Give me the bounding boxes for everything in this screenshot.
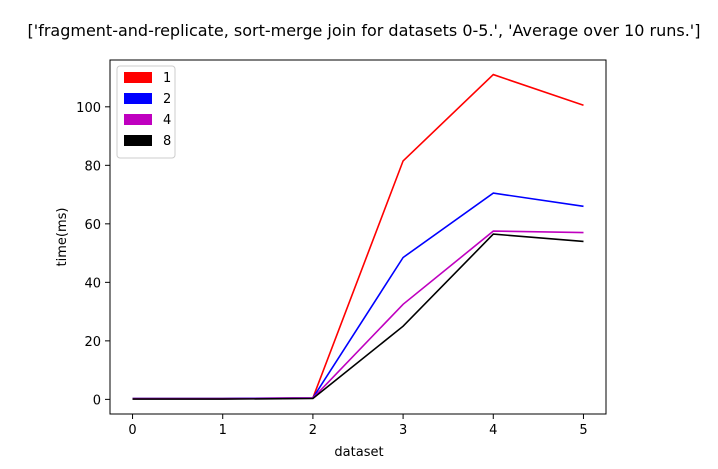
y-tick-label: 20 xyxy=(84,335,101,350)
y-tick-label: 0 xyxy=(93,393,101,408)
y-tick-label: 80 xyxy=(84,159,101,174)
plot-frame xyxy=(109,59,607,415)
legend-swatch-8 xyxy=(124,135,152,146)
chart-title: ['fragment-and-replicate, sort-merge joi… xyxy=(28,21,701,40)
x-tick-label: 5 xyxy=(579,423,587,438)
legend-swatch-2 xyxy=(124,93,152,104)
x-tick-label: 4 xyxy=(489,423,497,438)
y-tick-label: 60 xyxy=(84,218,101,233)
y-axis-ticks: 0 20 40 60 80 100 xyxy=(76,101,110,408)
series-line-8 xyxy=(132,233,584,400)
series-line-2 xyxy=(132,192,584,400)
legend-label-8: 8 xyxy=(163,134,171,149)
y-tick-label: 40 xyxy=(84,276,101,291)
x-axis-ticks: 0 1 2 3 4 5 xyxy=(128,414,588,438)
x-tick-label: 0 xyxy=(128,423,136,438)
y-axis-label: time(ms) xyxy=(55,208,70,267)
plot-area xyxy=(132,73,584,400)
legend-label-4: 4 xyxy=(163,113,171,128)
legend-swatch-4 xyxy=(124,114,152,125)
series-line-4 xyxy=(132,230,584,400)
x-tick-label: 1 xyxy=(219,423,227,438)
x-tick-label: 3 xyxy=(399,423,407,438)
y-tick-label: 100 xyxy=(76,101,101,116)
x-axis-label: dataset xyxy=(334,445,383,460)
legend: 1 2 4 8 xyxy=(116,65,176,159)
legend-label-1: 1 xyxy=(163,71,171,86)
legend-label-2: 2 xyxy=(163,92,171,107)
legend-swatch-1 xyxy=(124,72,152,83)
x-tick-label: 2 xyxy=(309,423,317,438)
